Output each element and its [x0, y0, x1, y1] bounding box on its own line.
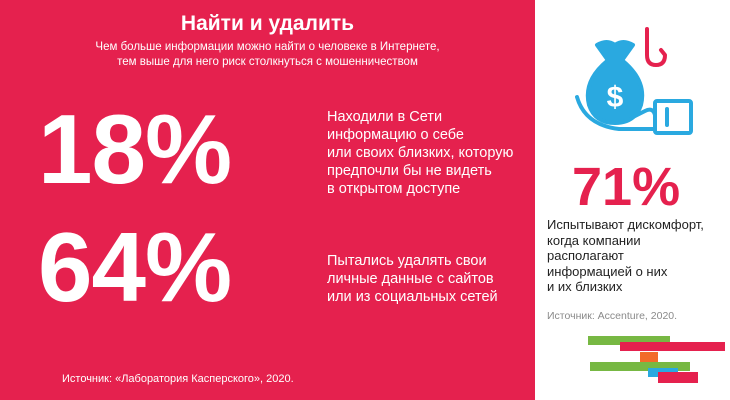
decor-bar-pink-1: [620, 342, 725, 351]
right-stat-description: Испытывают дискомфорт, когда компании ра…: [547, 217, 727, 295]
decor-bar-orange: [640, 352, 658, 364]
right-stat-line-5: и их близких: [547, 279, 623, 294]
decor-bar-green-1: [588, 336, 670, 345]
subtitle-line-1: Чем больше информации можно найти о чело…: [95, 41, 440, 53]
right-stat-line-1: Испытывают дискомфорт,: [547, 217, 704, 232]
left-panel: Найти и удалить Чем больше информации мо…: [0, 0, 535, 400]
stat-value-2: 64%: [38, 212, 232, 322]
stat-description-1: Находили в Сети информацию о себе или св…: [327, 108, 527, 198]
decor-bar-blue: [648, 368, 678, 377]
stat-1-line-1: Находили в Сети: [327, 109, 443, 125]
stat-1-line-5: в открытом доступе: [327, 181, 461, 197]
stat-1-line-2: информацию о себе: [327, 127, 464, 143]
money-bag-hand-hook-icon: $: [575, 25, 705, 140]
stat-1-line-3: или своих близких, которую: [327, 145, 514, 161]
right-stat-line-4: информацией о них: [547, 263, 668, 279]
page-title: Найти и удалить: [180, 12, 355, 35]
stat-2-line-2: личные данные с сайтов: [327, 271, 494, 287]
decor-bar-pink-2: [658, 372, 698, 383]
subtitle: Чем больше информации можно найти о чело…: [0, 40, 535, 70]
right-stat-value: 71%: [572, 157, 681, 217]
stat-2-line-3: или из социальных сетей: [327, 289, 498, 305]
stat-value-1: 18%: [38, 94, 232, 204]
subtitle-line-2: тем выше для него риск столкнуться с мош…: [117, 56, 418, 68]
decor-bar-green-2: [590, 362, 690, 371]
right-stat-line-2: когда компании: [547, 232, 641, 248]
right-stat-line-3: располагают: [547, 248, 624, 263]
stat-1-line-4: предпочли бы не видеть: [327, 163, 492, 179]
stat-2-line-1: Пытались удалять свои: [327, 253, 487, 269]
source-left: Источник: «Лаборатория Касперского», 202…: [62, 373, 294, 385]
svg-text:$: $: [607, 81, 624, 114]
stat-description-2: Пытались удалять свои личные данные с са…: [327, 252, 527, 306]
source-right: Источник: Accenture, 2020.: [547, 310, 678, 322]
